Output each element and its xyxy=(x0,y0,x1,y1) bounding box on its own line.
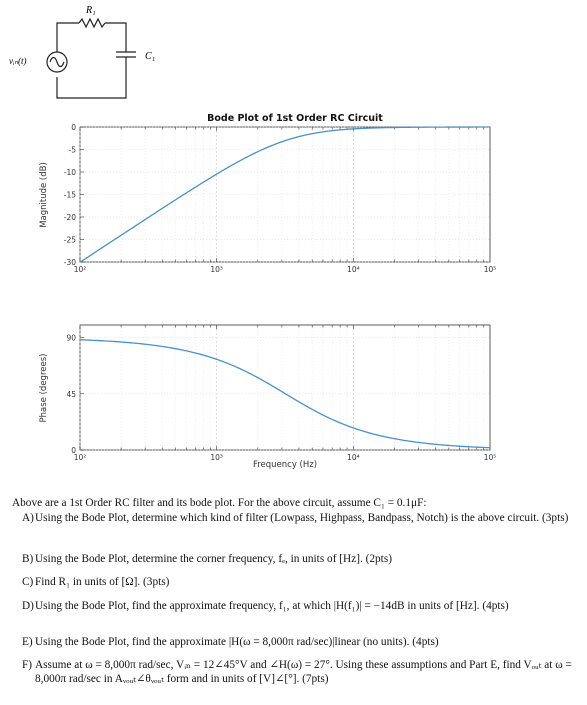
resistor-symbol xyxy=(78,17,106,29)
series-line xyxy=(79,339,491,449)
y-tick-label: -30 xyxy=(64,258,76,267)
question-text: Find R₁ in units of [Ω]. (3pts) xyxy=(35,576,170,588)
x-tick-label: 10³ xyxy=(210,453,223,462)
chart-title: Bode Plot of 1st Order RC Circuit xyxy=(207,113,383,124)
question-text: Using the Bode Plot, determine the corne… xyxy=(35,553,392,565)
capacitor-label: C₁ xyxy=(145,51,155,62)
x-tick-label: 10² xyxy=(74,265,87,274)
question-label: C) xyxy=(22,576,34,588)
y-tick-label: -25 xyxy=(64,236,76,245)
question-label: B) xyxy=(22,553,34,565)
x-tick-label: 10³ xyxy=(210,265,223,274)
x-tick-label: 10⁴ xyxy=(347,453,360,462)
y-tick-label: 0 xyxy=(71,123,76,132)
question-text: Using the Bode Plot, find the approximat… xyxy=(35,600,509,612)
question-text: Assume at ω = 8,000π rad/sec, Vᵢₙ = 12∠4… xyxy=(35,659,572,686)
source-label: vᵢₙ(t) xyxy=(9,56,27,66)
question-label: D) xyxy=(22,600,34,612)
problem-intro: Above are a 1st Order RC filter and its … xyxy=(12,497,427,509)
question-label: F) xyxy=(22,659,33,671)
wire-top-right xyxy=(105,22,127,52)
x-tick-label: 10⁴ xyxy=(347,265,360,274)
rc-circuit-diagram: R₁ C₁ vᵢₙ(t) xyxy=(9,5,155,99)
x-tick-label: 10² xyxy=(74,453,87,462)
y-tick-label: -15 xyxy=(64,191,76,200)
plot-area xyxy=(79,324,491,451)
phase-plot: 0 45 90 10² 10³ 10⁴ 10⁵ Phase (degrees) Frequenc… xyxy=(39,324,497,470)
question-label: E) xyxy=(22,636,33,648)
y-tick-label: 45 xyxy=(66,390,76,399)
question-text: Using the Bode Plot, determine which kin… xyxy=(35,512,569,524)
x-tick-label: 10⁵ xyxy=(484,453,497,462)
resistor-label: R₁ xyxy=(85,5,96,16)
question-text: Using the Bode Plot, find the approximat… xyxy=(35,636,439,648)
y-axis-label: Magnitude (dB) xyxy=(39,162,49,228)
wire-top xyxy=(56,22,79,28)
y-tick-label: -5 xyxy=(69,146,77,155)
x-tick-label: 10⁵ xyxy=(484,265,497,274)
y-tick-label: -20 xyxy=(64,213,76,222)
y-tick-label: 90 xyxy=(66,334,76,343)
question-label: A) xyxy=(22,512,34,524)
sine-wave-icon xyxy=(49,56,65,68)
x-axis-label: Frequency (Hz) xyxy=(253,460,317,470)
y-tick-label: -10 xyxy=(64,168,76,177)
y-tick-label: 0 xyxy=(71,446,76,455)
wire-right xyxy=(56,57,127,99)
y-axis-label: Phase (degrees) xyxy=(39,354,49,423)
series-line xyxy=(79,126,490,263)
